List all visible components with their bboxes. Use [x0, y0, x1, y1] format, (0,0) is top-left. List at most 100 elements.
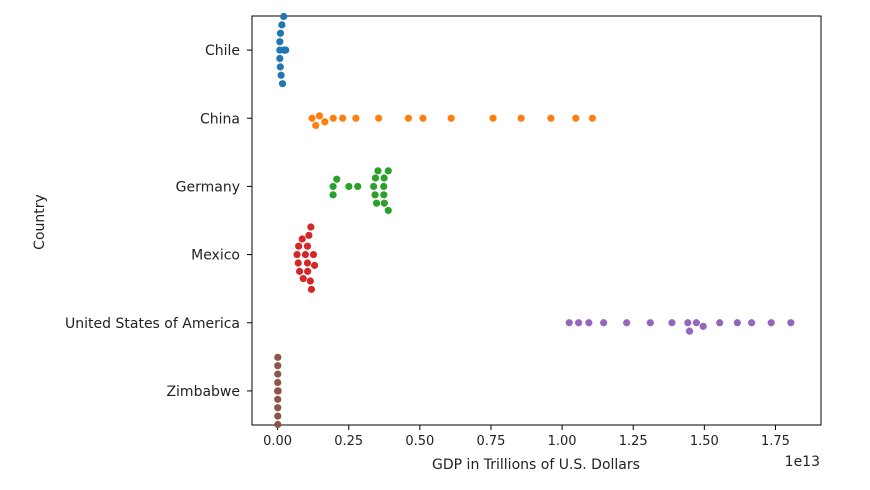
data-point	[375, 114, 383, 122]
data-point	[374, 167, 382, 175]
data-point	[585, 319, 593, 327]
data-point	[305, 231, 313, 239]
data-point	[303, 242, 312, 250]
data-point	[380, 174, 388, 182]
data-point	[276, 29, 285, 37]
data-point	[352, 114, 360, 122]
data-point	[404, 114, 413, 122]
data-point	[372, 199, 381, 207]
data-point	[380, 182, 388, 191]
data-point	[572, 114, 580, 122]
y-tick-label: Zimbabwe	[166, 384, 240, 400]
data-point	[280, 12, 288, 21]
data-point	[298, 235, 306, 243]
data-point	[321, 118, 329, 126]
data-point	[685, 327, 694, 335]
x-axis-ticks: 0.00 0.25 0.50 0.75 1.00 1.25 1.50 1.75	[263, 425, 790, 449]
x-tick-label: 1.50	[690, 434, 719, 449]
data-point	[699, 322, 707, 330]
data-point	[276, 38, 284, 46]
data-point	[278, 21, 286, 29]
y-axis-ticks: Chile China Germany Mexico United States of …	[65, 43, 252, 400]
data-point	[646, 319, 654, 327]
x-axis-label: GDP in Trillions of U.S. Dollars	[432, 457, 640, 473]
data-point	[307, 223, 315, 231]
data-point	[354, 182, 362, 191]
data-point	[312, 121, 320, 130]
data-point	[547, 114, 555, 122]
data-point	[370, 182, 378, 191]
data-point	[380, 199, 388, 207]
y-tick-label: Mexico	[191, 248, 240, 264]
data-point	[274, 395, 282, 403]
data-point	[293, 250, 301, 259]
data-point	[623, 319, 631, 327]
data-point	[295, 242, 303, 250]
data-point	[747, 319, 756, 327]
data-point	[767, 319, 775, 327]
data-point	[384, 206, 392, 215]
data-point	[600, 319, 608, 327]
data-point	[308, 114, 316, 122]
data-point	[303, 259, 312, 267]
data-point	[274, 370, 282, 378]
x-tick-label: 1.75	[761, 434, 790, 449]
y-tick-label: Chile	[205, 43, 240, 59]
y-axis-label: Country	[32, 194, 48, 250]
x-tick-label: 0.75	[477, 434, 506, 449]
data-point	[295, 267, 304, 275]
data-point	[274, 420, 282, 429]
data-point	[315, 112, 324, 120]
data-point	[276, 54, 284, 63]
data-point	[282, 46, 290, 54]
data-point	[371, 174, 380, 182]
data-point	[276, 63, 284, 71]
plot-area	[251, 15, 822, 426]
data-point	[333, 175, 341, 183]
data-point	[684, 319, 692, 327]
data-point	[447, 114, 455, 122]
data-point	[294, 259, 302, 267]
data-point	[310, 261, 319, 269]
data-point	[274, 362, 282, 370]
data-point	[329, 114, 337, 122]
data-point	[329, 191, 337, 199]
x-tick-label: 1.00	[548, 434, 577, 449]
y-tick-label: United States of America	[65, 316, 240, 332]
data-point	[692, 319, 700, 327]
data-point	[301, 250, 310, 259]
x-tick-label: 0.25	[334, 434, 363, 449]
data-point	[787, 319, 795, 327]
data-point	[489, 114, 497, 122]
data-points	[274, 12, 795, 429]
data-point	[274, 353, 282, 361]
data-point	[384, 167, 392, 175]
data-point	[419, 114, 427, 122]
x-tick-label: 0.00	[263, 434, 292, 449]
data-point	[274, 404, 282, 412]
data-point	[668, 319, 676, 327]
x-tick-label: 0.50	[405, 434, 434, 449]
data-point	[274, 387, 282, 395]
data-point	[345, 182, 353, 191]
data-point	[299, 274, 307, 283]
data-point	[339, 114, 347, 122]
data-point	[309, 250, 318, 259]
data-point	[380, 191, 388, 199]
data-point	[329, 182, 337, 191]
data-point	[274, 378, 282, 387]
data-point	[371, 191, 379, 199]
data-point	[274, 412, 282, 420]
data-point	[278, 80, 287, 88]
x-tick-label: 1.25	[619, 434, 648, 449]
data-point	[588, 114, 597, 122]
data-point	[304, 267, 312, 275]
data-point	[306, 277, 314, 285]
data-point	[307, 285, 316, 293]
data-point	[733, 319, 741, 327]
y-tick-label: China	[200, 111, 240, 127]
x-offset-label: 1e13	[785, 454, 820, 470]
plot-frame	[251, 15, 822, 426]
data-point	[565, 319, 573, 327]
